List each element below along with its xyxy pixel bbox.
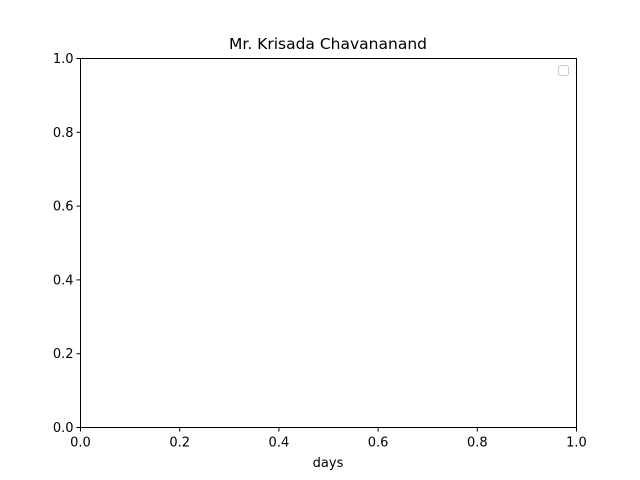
- x-axis-ticks: 0.0 0.2 0.4 0.6 0.8 1.0: [70, 427, 587, 451]
- x-tick-label: 0.6: [368, 436, 389, 451]
- chart-title: Mr. Krisada Chavananand: [229, 35, 427, 53]
- x-tick-label: 1.0: [566, 436, 587, 451]
- x-axis-label: days: [313, 456, 344, 471]
- x-tick-label: 0.2: [169, 436, 190, 451]
- y-tick-label: 0.4: [53, 273, 74, 288]
- y-tick-label: 0.2: [53, 347, 74, 362]
- plot-area-frame: [80, 58, 577, 428]
- x-tick-label: 0.8: [467, 436, 488, 451]
- legend: [558, 65, 569, 76]
- legend-box: [558, 65, 569, 76]
- y-axis-ticks: 0.0 0.2 0.4 0.6 0.8 1.0: [53, 52, 81, 436]
- y-tick-label: 0.0: [53, 421, 74, 436]
- y-tick-label: 1.0: [53, 52, 74, 67]
- y-tick-label: 0.8: [53, 126, 74, 141]
- y-tick-label: 0.6: [53, 200, 74, 215]
- x-tick-label: 0.0: [70, 436, 91, 451]
- x-tick-label: 0.4: [269, 436, 290, 451]
